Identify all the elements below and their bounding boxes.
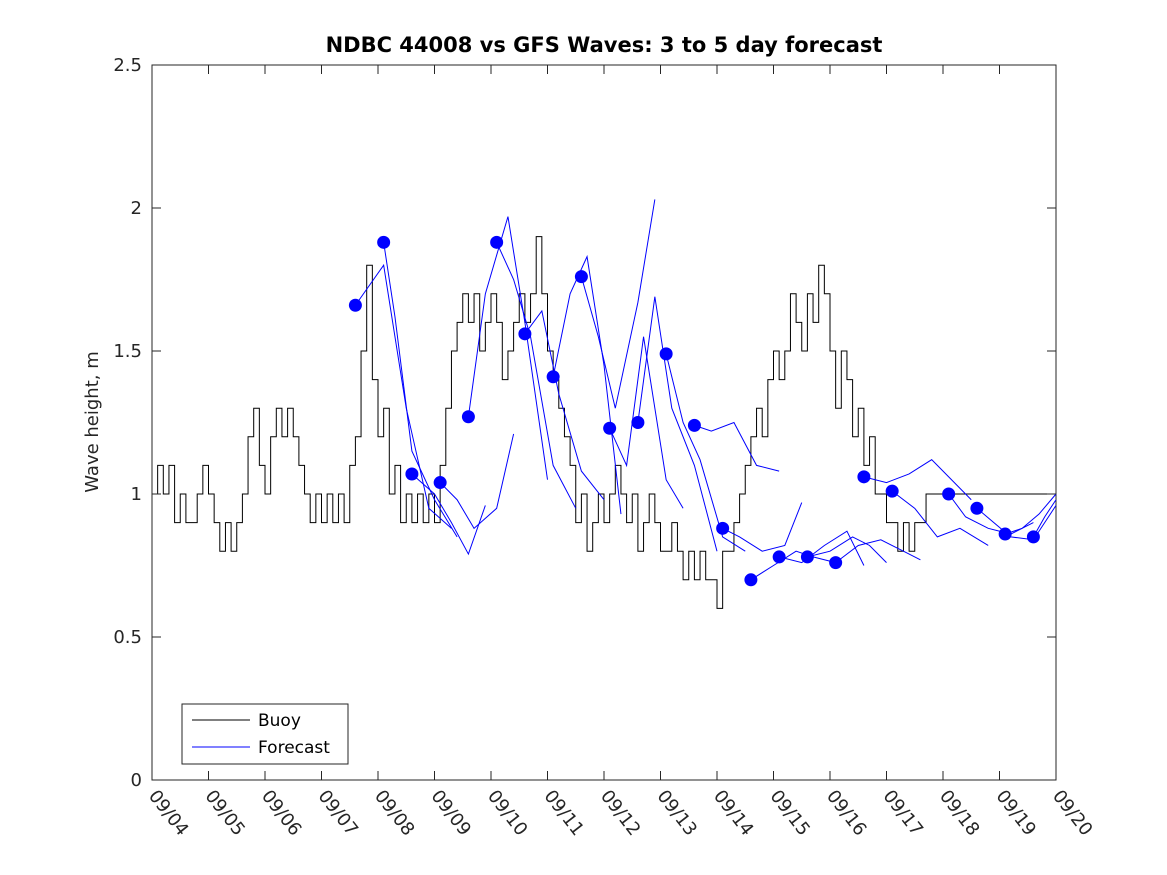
forecast-start-point xyxy=(998,527,1012,541)
buoy-line xyxy=(152,236,1056,609)
forecast-start-point xyxy=(942,487,956,501)
forecast-line xyxy=(524,309,605,501)
forecast-line xyxy=(750,550,836,581)
y-tick-label: 2.5 xyxy=(113,55,142,76)
forecast-start-point xyxy=(405,467,419,481)
forecast-line xyxy=(467,216,548,480)
buoy-series xyxy=(152,236,1056,609)
chart-title: NDBC 44008 vs GFS Waves: 3 to 5 day fore… xyxy=(326,33,883,57)
forecast-start-point xyxy=(1026,530,1040,544)
forecast-start-point xyxy=(518,327,532,341)
forecast-line xyxy=(1032,499,1057,538)
x-tick-label: 09/20 xyxy=(1048,786,1096,840)
x-tick-label: 09/12 xyxy=(596,786,644,840)
forecast-start-point xyxy=(490,235,504,249)
forecast-line xyxy=(694,421,780,472)
forecast-start-point xyxy=(461,410,475,424)
x-tick-label: 09/05 xyxy=(201,786,249,840)
forecast-start-point xyxy=(574,270,588,284)
forecast-start-point xyxy=(659,347,673,361)
forecast-line xyxy=(439,433,515,530)
forecast-series-group xyxy=(348,199,1057,587)
forecast-line xyxy=(779,530,865,566)
x-tick-label: 09/15 xyxy=(766,786,814,840)
forecast-start-point xyxy=(433,476,447,490)
forecast-start-point xyxy=(744,573,758,587)
x-tick-label: 09/19 xyxy=(992,786,1040,840)
x-tick-label: 09/18 xyxy=(935,786,983,840)
forecast-start-point xyxy=(348,298,362,312)
forecast-start-point xyxy=(716,521,730,535)
forecast-line xyxy=(637,296,718,552)
forecast-start-point xyxy=(377,235,391,249)
forecast-start-point xyxy=(970,501,984,515)
forecast-start-point xyxy=(687,418,701,432)
y-tick-label: 0 xyxy=(131,770,142,791)
forecast-start-point xyxy=(772,550,786,564)
x-tick-label: 09/11 xyxy=(540,786,588,840)
x-tick-label: 09/07 xyxy=(314,786,362,840)
forecast-line xyxy=(863,459,972,501)
forecast-line xyxy=(807,536,887,563)
legend: Buoy Forecast xyxy=(181,703,349,765)
x-tick-label: 09/04 xyxy=(144,786,192,840)
x-tick-label: 09/17 xyxy=(879,786,927,840)
forecast-line xyxy=(665,353,746,552)
x-tick-label: 09/16 xyxy=(822,786,870,840)
forecast-line xyxy=(1004,493,1057,535)
forecast-start-point xyxy=(885,484,899,498)
x-tick-label: 09/10 xyxy=(483,786,531,840)
x-tick-label: 09/06 xyxy=(257,786,305,840)
y-tick-label: 1 xyxy=(131,484,142,505)
forecast-start-point xyxy=(800,550,814,564)
forecast-start-point xyxy=(546,370,560,384)
forecast-start-point xyxy=(829,556,843,570)
forecast-line xyxy=(891,490,989,546)
y-tick-label: 0.5 xyxy=(113,627,142,648)
x-tick-label: 09/09 xyxy=(427,786,475,840)
y-tick-label: 2 xyxy=(131,198,142,219)
forecast-line xyxy=(552,254,622,515)
x-tick-label: 09/13 xyxy=(653,786,701,840)
forecast-line xyxy=(722,502,803,552)
forecast-line xyxy=(580,199,656,409)
y-tick-label: 1.5 xyxy=(113,341,142,362)
forecast-start-point xyxy=(857,470,871,484)
plot-area xyxy=(151,64,1057,781)
forecast-line xyxy=(948,493,1034,535)
legend-buoy-label: Buoy xyxy=(258,711,301,731)
forecast-line xyxy=(835,539,921,564)
x-tick-label: 09/08 xyxy=(370,786,418,840)
forecast-start-point xyxy=(603,421,617,435)
y-axis-label: Wave height, m xyxy=(82,351,103,492)
legend-box xyxy=(181,703,349,765)
x-tick-label: 09/14 xyxy=(709,786,757,840)
forecast-line xyxy=(383,242,458,538)
y-axis-ticks: 0 0.5 1 1.5 2 2.5 xyxy=(113,55,1056,791)
forecast-line xyxy=(411,473,486,556)
forecast-start-point xyxy=(631,416,645,429)
legend-forecast-label: Forecast xyxy=(258,738,330,758)
forecast-line xyxy=(609,336,684,509)
